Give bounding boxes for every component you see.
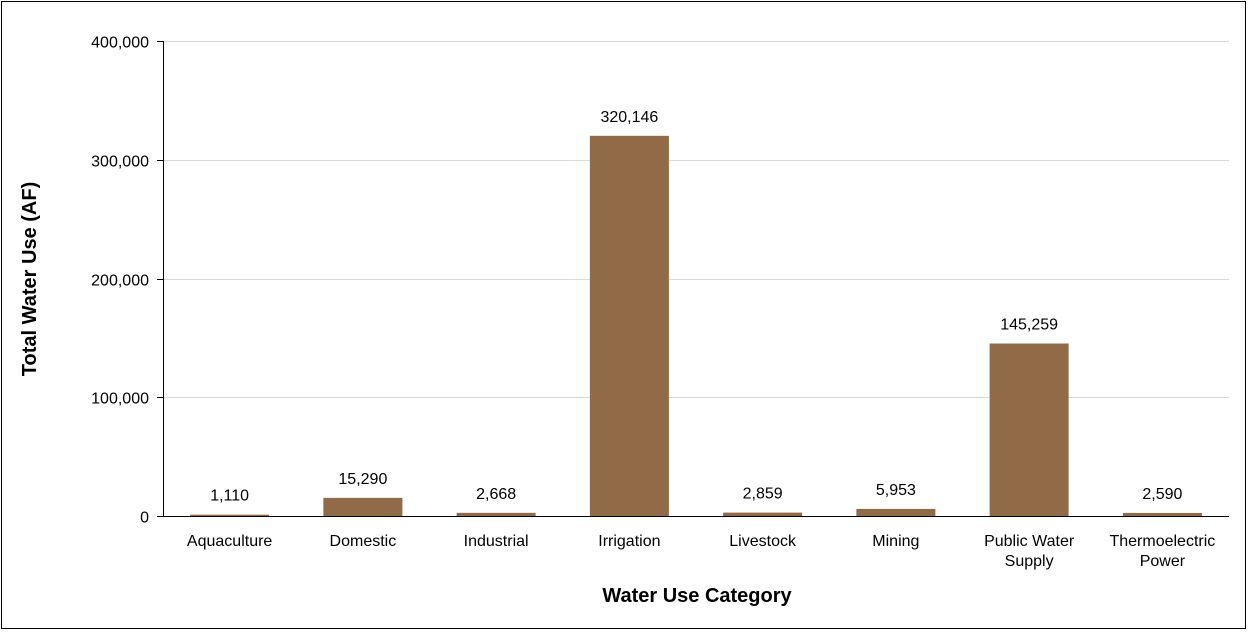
y-axis-title: Total Water Use (AF)	[19, 182, 41, 376]
x-tick-label: Thermoelectric	[1109, 533, 1215, 550]
data-label: 2,668	[476, 486, 516, 503]
x-tick-label: Public Water	[984, 533, 1075, 550]
data-labels: 1,110 15,290 2,668 320,146 2,859 5,953 145,259…	[210, 109, 1182, 505]
x-tick-label: Irrigation	[598, 533, 660, 550]
y-tick-label: 400,000	[91, 35, 149, 52]
x-tick-label: Aquaculture	[187, 533, 272, 550]
y-tick-labels: 0 100,000 200,000 300,000 400,000	[91, 35, 149, 527]
y-tick-label: 200,000	[91, 273, 149, 290]
axes	[157, 41, 1229, 517]
data-label: 15,290	[338, 471, 387, 488]
bar	[589, 135, 669, 516]
data-label: 145,259	[1000, 317, 1058, 334]
data-label: 2,859	[743, 486, 783, 503]
y-tick-label: 100,000	[91, 391, 149, 408]
x-axis-title: Water Use Category	[602, 585, 792, 607]
bar	[323, 497, 403, 516]
x-tick-label: Supply	[1005, 553, 1054, 570]
y-tick-label: 0	[140, 510, 149, 527]
bar	[989, 343, 1069, 516]
bar	[1122, 512, 1202, 516]
bar	[856, 508, 936, 516]
x-tick-labels: Aquaculture Domestic Industrial Irrigation L…	[187, 533, 1215, 570]
bars	[190, 135, 1202, 516]
x-tick-label: Power	[1140, 553, 1186, 570]
data-label: 2,590	[1142, 486, 1182, 503]
x-tick-label: Industrial	[464, 533, 529, 550]
x-tick-label: Livestock	[729, 533, 797, 550]
x-tick-label: Domestic	[330, 533, 397, 550]
gridlines	[163, 41, 1229, 398]
data-label: 1,110	[210, 488, 249, 505]
bar	[190, 514, 270, 516]
bar	[723, 512, 803, 516]
bar	[456, 512, 536, 516]
data-label: 320,146	[600, 109, 658, 126]
x-tick-label: Mining	[872, 533, 919, 550]
data-label: 5,953	[876, 482, 916, 499]
y-tick-label: 300,000	[91, 154, 149, 171]
